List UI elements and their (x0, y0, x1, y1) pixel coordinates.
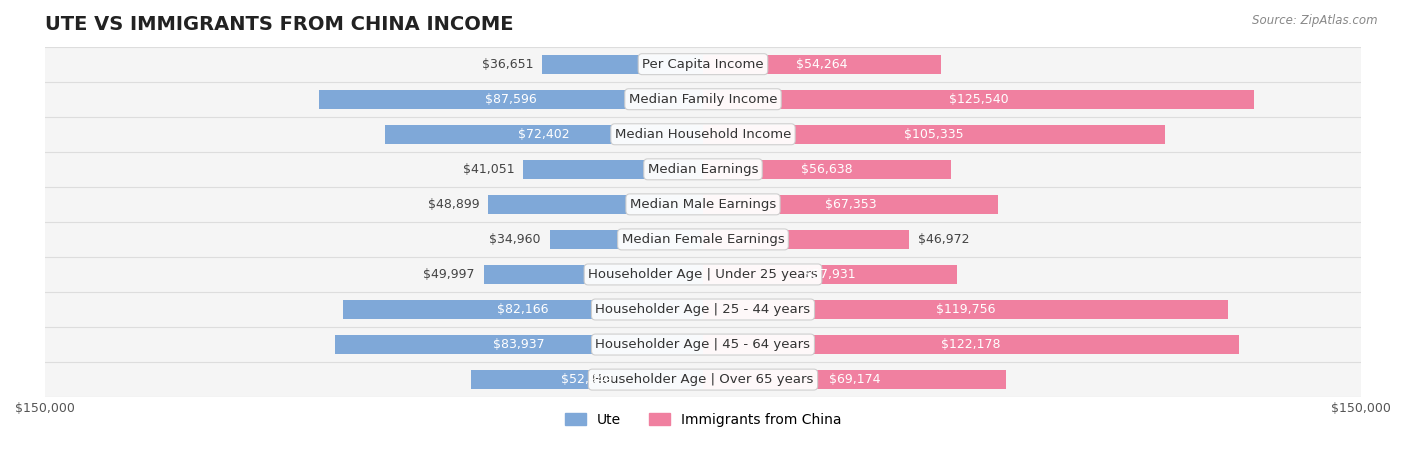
Text: $46,972: $46,972 (918, 233, 969, 246)
Text: $119,756: $119,756 (936, 303, 995, 316)
Text: Median Earnings: Median Earnings (648, 163, 758, 176)
Text: $49,997: $49,997 (423, 268, 475, 281)
Bar (45, 257, 1361, 292)
Text: $105,335: $105,335 (904, 128, 965, 141)
Text: Householder Age | Over 65 years: Householder Age | Over 65 years (592, 373, 814, 386)
Bar (703, 300, 1229, 319)
Bar (45, 82, 1361, 117)
Text: $56,638: $56,638 (801, 163, 853, 176)
Text: Median Household Income: Median Household Income (614, 128, 792, 141)
Text: Median Female Earnings: Median Female Earnings (621, 233, 785, 246)
Bar (343, 300, 703, 319)
Bar (45, 47, 1361, 82)
Bar (45, 327, 1361, 362)
Bar (703, 90, 1254, 109)
Text: Per Capita Income: Per Capita Income (643, 58, 763, 71)
Text: $41,051: $41,051 (463, 163, 515, 176)
Bar (319, 90, 703, 109)
Text: Median Male Earnings: Median Male Earnings (630, 198, 776, 211)
Text: Median Family Income: Median Family Income (628, 93, 778, 106)
Bar (703, 195, 998, 214)
Bar (550, 230, 703, 249)
Text: $83,937: $83,937 (494, 338, 544, 351)
Text: UTE VS IMMIGRANTS FROM CHINA INCOME: UTE VS IMMIGRANTS FROM CHINA INCOME (45, 15, 513, 34)
Text: $48,899: $48,899 (427, 198, 479, 211)
Text: $69,174: $69,174 (830, 373, 880, 386)
Bar (335, 335, 703, 354)
Bar (45, 222, 1361, 257)
Legend: Ute, Immigrants from China: Ute, Immigrants from China (560, 407, 846, 432)
Text: Householder Age | Under 25 years: Householder Age | Under 25 years (588, 268, 818, 281)
Bar (45, 152, 1361, 187)
Text: $122,178: $122,178 (941, 338, 1001, 351)
Text: Householder Age | 25 - 44 years: Householder Age | 25 - 44 years (595, 303, 811, 316)
Text: $125,540: $125,540 (949, 93, 1008, 106)
Text: $82,166: $82,166 (496, 303, 548, 316)
Bar (471, 370, 703, 389)
Bar (703, 230, 910, 249)
Bar (45, 117, 1361, 152)
Bar (45, 187, 1361, 222)
Text: Householder Age | 45 - 64 years: Householder Age | 45 - 64 years (596, 338, 810, 351)
Bar (484, 265, 703, 284)
Text: $87,596: $87,596 (485, 93, 537, 106)
Bar (45, 362, 1361, 397)
Bar (703, 335, 1239, 354)
Bar (488, 195, 703, 214)
Bar (385, 125, 703, 144)
Bar (703, 55, 941, 74)
Bar (523, 160, 703, 179)
Text: $36,651: $36,651 (482, 58, 533, 71)
Bar (703, 160, 952, 179)
Text: $54,264: $54,264 (796, 58, 848, 71)
Text: $52,949: $52,949 (561, 373, 613, 386)
Bar (45, 292, 1361, 327)
Bar (703, 265, 957, 284)
Text: Source: ZipAtlas.com: Source: ZipAtlas.com (1253, 14, 1378, 27)
Text: $67,353: $67,353 (825, 198, 876, 211)
Bar (703, 125, 1166, 144)
Bar (703, 370, 1007, 389)
Text: $72,402: $72,402 (519, 128, 569, 141)
Text: $57,931: $57,931 (804, 268, 856, 281)
Bar (543, 55, 703, 74)
Text: $34,960: $34,960 (489, 233, 541, 246)
